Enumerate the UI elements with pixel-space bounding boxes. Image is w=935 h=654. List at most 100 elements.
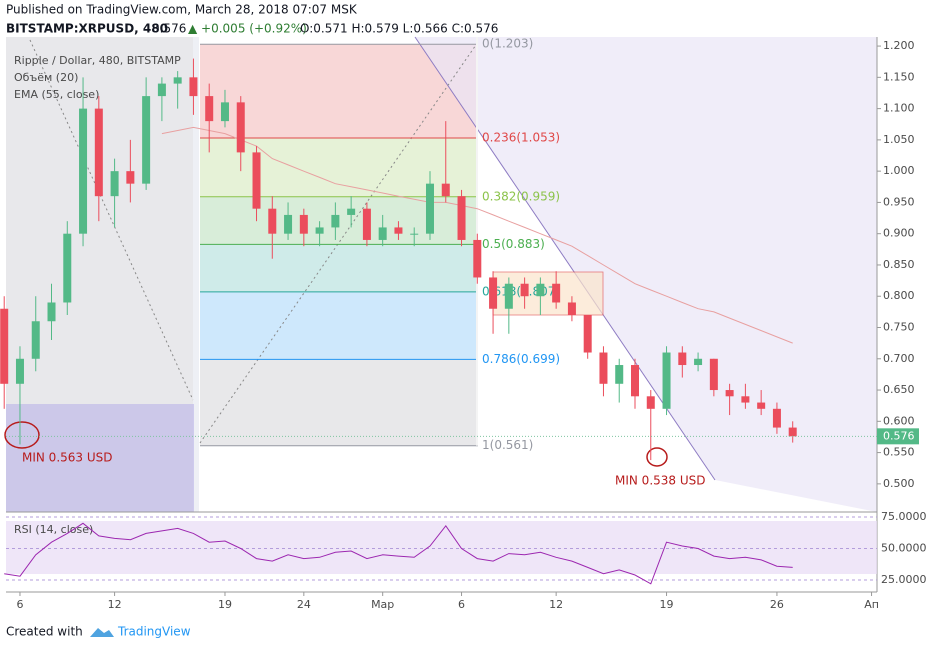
fib-trend	[29, 39, 194, 401]
candle-body	[268, 208, 277, 234]
x-tick-label: 19	[218, 598, 232, 611]
y-tick-label: 0.700	[883, 352, 915, 365]
candle-body	[331, 214, 340, 228]
candle-body	[47, 302, 56, 322]
candle-body	[79, 108, 88, 234]
candle-body	[142, 96, 151, 184]
candle-body	[157, 83, 166, 97]
fib-zone	[200, 359, 478, 446]
price-tag	[877, 428, 919, 445]
y-tick-label: 0.750	[883, 321, 915, 334]
candle-body	[252, 152, 261, 209]
min-circle	[646, 447, 668, 467]
candle-body	[378, 227, 387, 240]
symbol: BITSTAMP:XRPUSD, 480	[6, 22, 168, 36]
candle-body	[347, 208, 356, 215]
candle-body	[473, 239, 482, 278]
y-tick-label: 0.950	[883, 195, 915, 208]
candle-body	[410, 233, 419, 235]
y-tick-label: 1.200	[883, 39, 915, 52]
y-tick-label: 0.800	[883, 289, 915, 302]
candle-body	[772, 408, 781, 428]
fib-trend	[199, 41, 479, 444]
candle-body	[425, 183, 434, 234]
candle-body	[552, 283, 561, 303]
candle-body	[63, 233, 72, 303]
ema-line	[161, 126, 793, 344]
candle-body	[662, 352, 671, 409]
candle-body	[94, 108, 103, 197]
candle-body	[725, 390, 734, 397]
price-tag-label: 0.576	[883, 429, 915, 442]
x-tick-label: 26	[770, 598, 784, 611]
legend-entry: Объём (20)	[14, 71, 78, 84]
min-circle	[4, 421, 40, 449]
y-tick-label: 0.550	[883, 446, 915, 459]
fib-zone	[200, 244, 478, 292]
x-tick-label: 6	[16, 598, 23, 611]
separator	[193, 37, 199, 512]
fib-label: 1(0.561)	[482, 438, 533, 452]
rsi-band	[6, 521, 877, 574]
candle-body	[315, 227, 324, 234]
candle-body	[362, 208, 371, 240]
y-tick-label: 1.100	[883, 102, 915, 115]
candle-body	[757, 402, 766, 409]
y-tick-label: 0.850	[883, 258, 915, 271]
y-tick-label: 0.900	[883, 227, 915, 240]
published: Published on TradingView.com, March 28, …	[6, 3, 358, 17]
rsi-tick-label: 75.0000	[881, 510, 927, 523]
fib-label: 0.382(0.959)	[482, 189, 560, 203]
rsi-title: RSI (14, close)	[14, 523, 93, 536]
y-tick-label: 0.650	[883, 383, 915, 396]
candle-body	[788, 427, 797, 437]
fib-label: 0.5(0.883)	[482, 237, 545, 251]
candle-body	[599, 352, 608, 384]
x-tick-label: 19	[660, 598, 674, 611]
logo	[90, 628, 114, 637]
candle-body	[284, 214, 293, 234]
candle-body	[299, 214, 308, 234]
candle-body	[520, 283, 529, 297]
x-tick-label: 24	[297, 598, 311, 611]
candle-body	[678, 352, 687, 366]
change: ▲ +0.005 (+0.92%)	[188, 22, 307, 36]
x-tick-label: 6	[458, 598, 465, 611]
legend-entry: EMA (55, close)	[14, 88, 99, 101]
footer-text: Created with	[6, 625, 83, 639]
candle-body	[536, 283, 545, 297]
candle-body	[126, 171, 135, 184]
candle-body	[173, 77, 182, 84]
annotation: MIN 0.538 USD	[615, 474, 706, 488]
last: 0.576	[152, 22, 186, 36]
shaded-range	[6, 404, 194, 512]
rsi-tick-label: 25.0000	[881, 573, 927, 586]
fib-zone	[200, 291, 478, 360]
candle-body	[504, 283, 513, 309]
rsi-tick-label: 50.0000	[881, 542, 927, 555]
y-tick-label: 1.050	[883, 133, 915, 146]
x-tick-label: Мар	[371, 598, 394, 611]
candle-body	[583, 314, 592, 353]
candle-body	[489, 277, 498, 309]
candle-body	[394, 227, 403, 234]
ohlc: O:0.571 H:0.579 L:0.566 C:0.576	[300, 22, 498, 36]
candle-body	[709, 358, 718, 391]
candle-body	[741, 396, 750, 403]
fib-label: 0(1.203)	[482, 37, 533, 51]
fib-label: 0.236(1.053)	[482, 131, 560, 145]
candle-body	[236, 102, 245, 153]
footer-brand: TradingView	[117, 625, 191, 639]
candle-body	[615, 365, 624, 384]
candle-body	[205, 96, 214, 122]
candle-body	[567, 302, 576, 315]
legend-entry: Ripple / Dollar, 480, BITSTAMP	[14, 54, 181, 67]
fib-label: 0.786(0.699)	[482, 352, 560, 366]
candle-body	[457, 196, 466, 240]
x-tick-label: 12	[549, 598, 563, 611]
y-tick-label: 1.150	[883, 70, 915, 83]
annotation: MIN 0.563 USD	[22, 451, 113, 465]
y-tick-label: 0.600	[883, 414, 915, 427]
candle-body	[15, 358, 24, 384]
